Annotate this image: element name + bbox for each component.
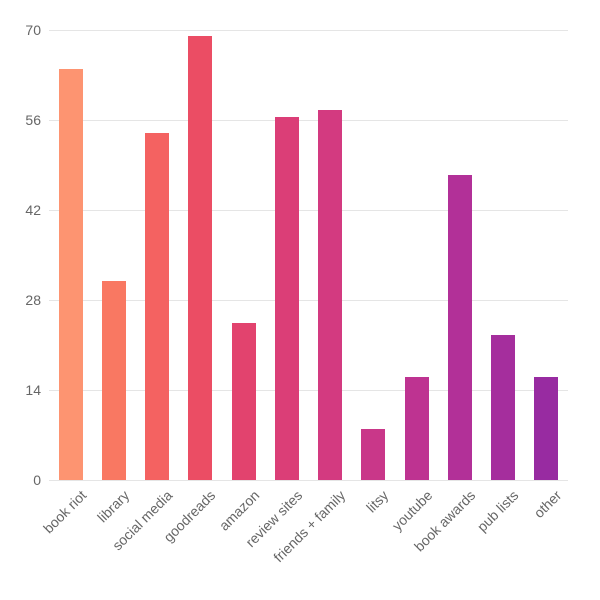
bars-container: book riotlibrarysocial mediagoodreadsama… <box>49 30 568 480</box>
bar-slot: litsy <box>352 30 395 480</box>
bar <box>361 429 385 480</box>
y-axis-tick-label: 0 <box>33 472 49 488</box>
bar <box>102 281 126 480</box>
y-axis-tick-label: 42 <box>25 202 49 218</box>
bar <box>232 323 256 481</box>
bar-slot: review sites <box>265 30 308 480</box>
x-axis-tick-label: pub lists <box>470 483 522 535</box>
bar-slot: amazon <box>222 30 265 480</box>
x-axis-tick-label: book riot <box>35 483 89 537</box>
bar-slot: youtube <box>395 30 438 480</box>
bar-slot: pub lists <box>482 30 525 480</box>
bar-slot: library <box>92 30 135 480</box>
bar-slot: friends + family <box>309 30 352 480</box>
x-axis-tick-label: other <box>527 483 565 521</box>
bar <box>448 175 472 480</box>
bar <box>145 133 169 480</box>
bar-slot: book awards <box>438 30 481 480</box>
bar-slot: book riot <box>49 30 92 480</box>
x-axis-tick-label: litsy <box>359 483 392 516</box>
bar <box>275 117 299 480</box>
bar <box>59 69 83 480</box>
bar-slot: goodreads <box>179 30 222 480</box>
bar <box>405 377 429 480</box>
y-axis-tick-label: 14 <box>25 382 49 398</box>
bar <box>188 36 212 480</box>
bar <box>534 377 558 480</box>
plot-area: 01428425670book riotlibrarysocial mediag… <box>48 30 568 480</box>
bar-slot: social media <box>136 30 179 480</box>
y-axis-tick-label: 70 <box>25 22 49 38</box>
bar-slot: other <box>525 30 568 480</box>
y-axis-tick-label: 56 <box>25 112 49 128</box>
bar <box>318 110 342 480</box>
gridline <box>49 480 568 481</box>
y-axis-tick-label: 28 <box>25 292 49 308</box>
bar <box>491 335 515 480</box>
bar-chart: 01428425670book riotlibrarysocial mediag… <box>0 0 600 600</box>
